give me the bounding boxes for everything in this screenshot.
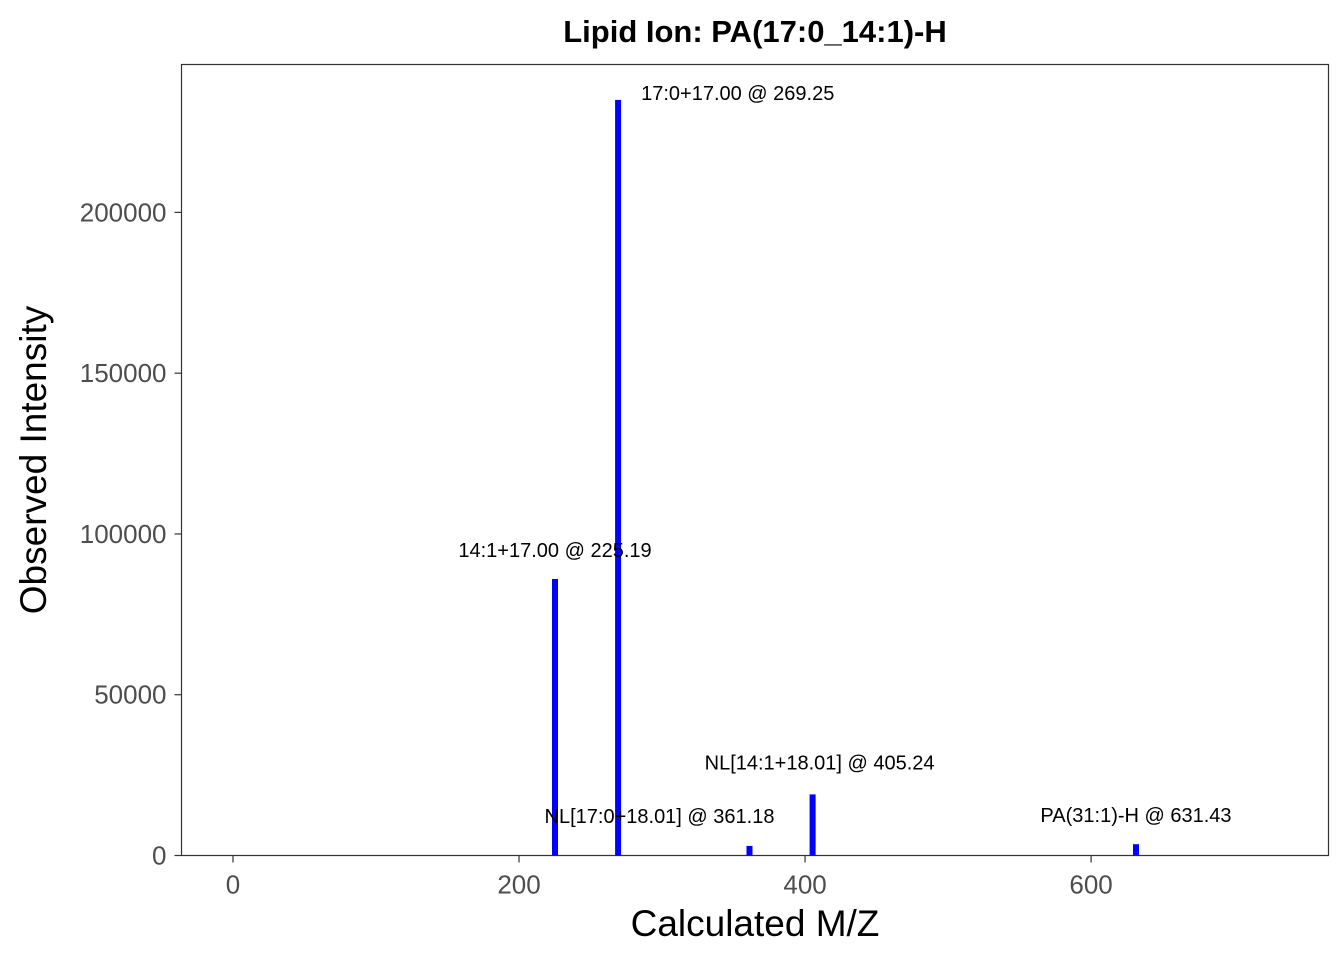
y-tick-label: 200000 (80, 197, 167, 227)
y-tick-label: 0 (152, 841, 166, 871)
x-tick-label: 400 (783, 870, 826, 900)
y-tick-label: 100000 (80, 519, 167, 549)
peak-bar (809, 794, 816, 856)
plot-panel (180, 63, 1330, 857)
y-axis: 0 50000 100000 150000 200000 (80, 197, 182, 871)
peak-label: NL[14:1+18.01] @ 405.24 (705, 752, 935, 774)
peak-labels: 14:1+17.00 @ 225.19 17:0+17.00 @ 269.25 NL… (458, 83, 1231, 828)
peak-label: PA(31:1)-H @ 631.43 (1040, 805, 1231, 827)
peak-bars (552, 99, 1139, 856)
peak-bar (615, 99, 622, 856)
y-tick-label: 150000 (80, 358, 167, 388)
y-axis-title: Observed Intensity (13, 305, 54, 614)
x-tick-label: 600 (1069, 870, 1112, 900)
y-tick-label: 50000 (94, 680, 166, 710)
peak-bar (1133, 844, 1139, 856)
x-tick-label: 200 (497, 870, 540, 900)
peak-label: 17:0+17.00 @ 269.25 (641, 83, 834, 105)
peak-bar (746, 845, 753, 856)
x-axis: 0 200 400 600 (226, 855, 1113, 900)
peak-label: 14:1+17.00 @ 225.19 (458, 540, 651, 562)
x-axis-title: Calculated M/Z (631, 903, 880, 944)
x-tick-label: 0 (226, 870, 240, 900)
peak-label: NL[17:0+18.01] @ 361.18 (545, 806, 775, 828)
chart-title: Lipid Ion: PA(17:0_14:1)-H (563, 14, 947, 49)
peak-bar (552, 579, 558, 856)
